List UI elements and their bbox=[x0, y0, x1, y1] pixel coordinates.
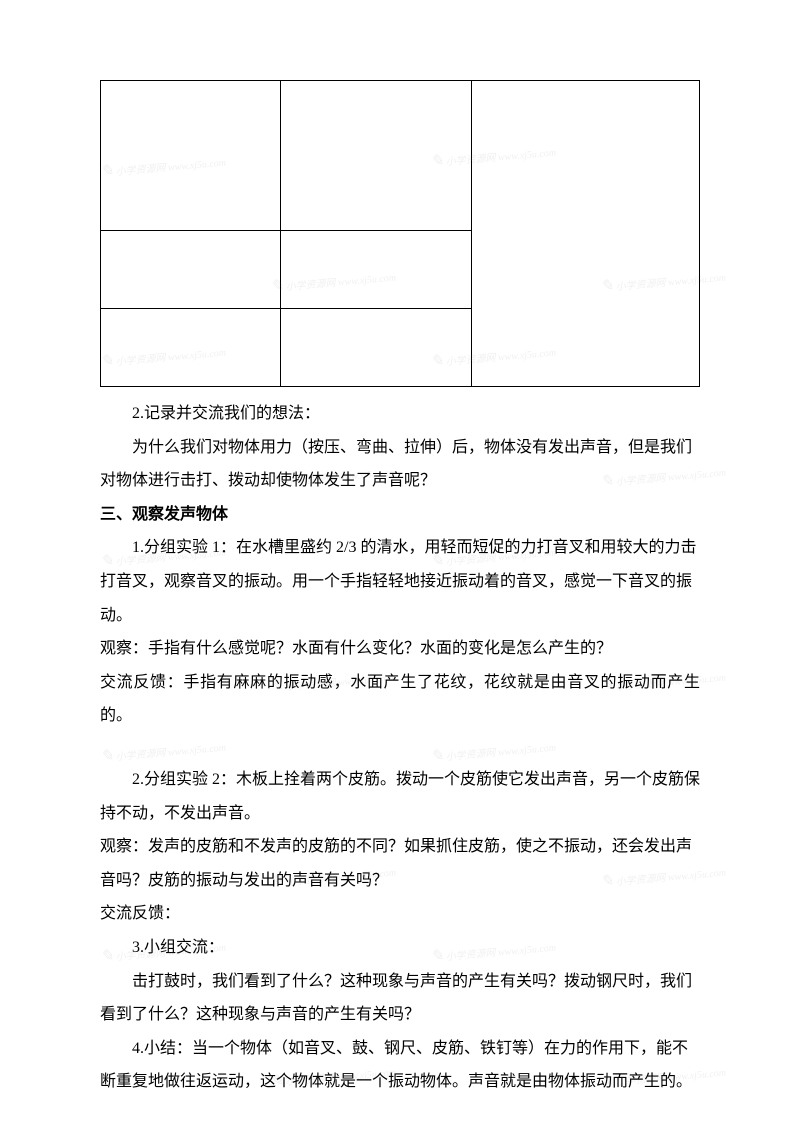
experiment1-line: 打音叉，观察音叉的振动。用一个手指轻轻地接近振动着的音叉，感觉一下音叉的振 bbox=[100, 565, 700, 599]
spacer bbox=[100, 733, 700, 763]
feedback-line: 交流反馈：手指有麻麻的振动感，水面产生了花纹，花纹就是由音叉的振动而产生的。 bbox=[100, 666, 700, 733]
observation-table bbox=[100, 80, 700, 387]
record-prompt: 2.记录并交流我们的想法： bbox=[100, 397, 700, 431]
experiment1-line: 1.分组实验 1：在水槽里盛约 2/3 的清水，用轻而短促的力打音叉和用较大的力… bbox=[100, 531, 700, 565]
experiment2-line: 持不动，不发出声音。 bbox=[100, 797, 700, 831]
question-line: 对物体进行击打、拨动却使物体发生了声音呢？ bbox=[100, 464, 700, 498]
experiment1-line: 动。 bbox=[100, 599, 700, 633]
table-cell bbox=[101, 81, 281, 231]
group-discuss-heading: 3.小组交流： bbox=[100, 931, 700, 965]
table-cell bbox=[280, 309, 472, 387]
table-cell bbox=[101, 309, 281, 387]
observe-line: 观察：手指有什么感觉呢？水面有什么变化？水面的变化是怎么产生的？ bbox=[100, 632, 700, 666]
table-cell bbox=[280, 231, 472, 309]
summary-line: 断重复地做往返运动，这个物体就是一个振动物体。声音就是由物体振动而产生的。 bbox=[100, 1065, 700, 1099]
observe-line: 观察：发声的皮筋和不发声的皮筋的不同？如果抓住皮筋，使之不振动，还会发出声 bbox=[100, 830, 700, 864]
discuss-line: 看到了什么？这种现象与声音的产生有关吗？ bbox=[100, 998, 700, 1032]
table-cell bbox=[280, 81, 472, 231]
section-heading: 三、观察发声物体 bbox=[100, 498, 700, 532]
question-line: 为什么我们对物体用力（按压、弯曲、拉伸）后，物体没有发出声音，但是我们 bbox=[100, 431, 700, 465]
experiment2-line: 2.分组实验 2：木板上拴着两个皮筋。拨动一个皮筋使它发出声音，另一个皮筋保 bbox=[100, 763, 700, 797]
table-cell bbox=[101, 231, 281, 309]
summary-line: 4.小结：当一个物体（如音叉、鼓、钢尺、皮筋、铁钉等）在力的作用下，能不 bbox=[100, 1032, 700, 1066]
observe-line: 音吗？皮筋的振动与发出的声音有关吗？ bbox=[100, 864, 700, 898]
table-cell bbox=[472, 81, 700, 387]
feedback-line: 交流反馈： bbox=[100, 897, 700, 931]
discuss-line: 击打鼓时，我们看到了什么？这种现象与声音的产生有关吗？拨动钢尺时，我们 bbox=[100, 965, 700, 999]
